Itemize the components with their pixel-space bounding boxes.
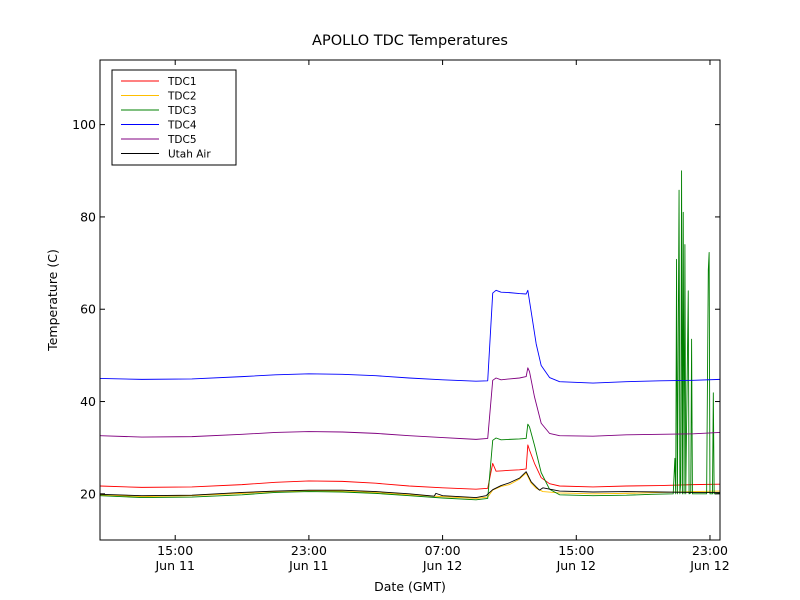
x-tick-label-time: 15:00 (157, 543, 193, 558)
legend-box (111, 69, 237, 166)
series-line-tdc3 (99, 170, 721, 501)
x-tick-label-date: Jun 12 (689, 558, 729, 573)
x-tick-label-date: Jun 11 (154, 558, 194, 573)
x-tick-label-date: Jun 11 (288, 558, 328, 573)
series-line-utah-air (99, 471, 720, 498)
legend-label-utah-air: Utah Air (168, 149, 211, 161)
series-line-tdc2 (99, 472, 721, 499)
x-tick-label-time: 23:00 (291, 543, 327, 558)
series-line-tdc4 (99, 289, 721, 384)
chart-title: APOLLO TDC Temperatures (312, 33, 508, 49)
legend-label-tdc1: TDC1 (167, 76, 197, 88)
x-axis-label: Date (GMT) (374, 579, 446, 594)
series-layer (99, 170, 721, 501)
legend-label-tdc3: TDC3 (167, 105, 197, 117)
legend-label-tdc2: TDC2 (167, 91, 197, 103)
y-axis-label: Temperature (C) (45, 249, 60, 352)
y-tick-label: 20 (80, 486, 96, 501)
x-tick-label-time: 15:00 (558, 543, 594, 558)
plot-frame (99, 59, 721, 541)
legend-label-tdc5: TDC5 (167, 134, 197, 146)
y-tick-label: 40 (80, 394, 96, 409)
y-tick-label: 100 (72, 117, 96, 132)
series-line-tdc5 (99, 367, 721, 440)
x-tick-label-date: Jun 12 (556, 558, 596, 573)
y-tick-label: 60 (80, 302, 96, 317)
x-tick-label-date: Jun 12 (422, 558, 462, 573)
legend: TDC1 TDC2 TDC3 TDC4 TDC5 Utah Air (111, 69, 237, 166)
series-line-tdc1 (99, 444, 721, 490)
x-tick-label-time: 07:00 (425, 543, 461, 558)
x-tick-label-time: 23:00 (692, 543, 728, 558)
legend-label-tdc4: TDC4 (167, 120, 197, 132)
y-tick-label: 80 (80, 209, 96, 224)
